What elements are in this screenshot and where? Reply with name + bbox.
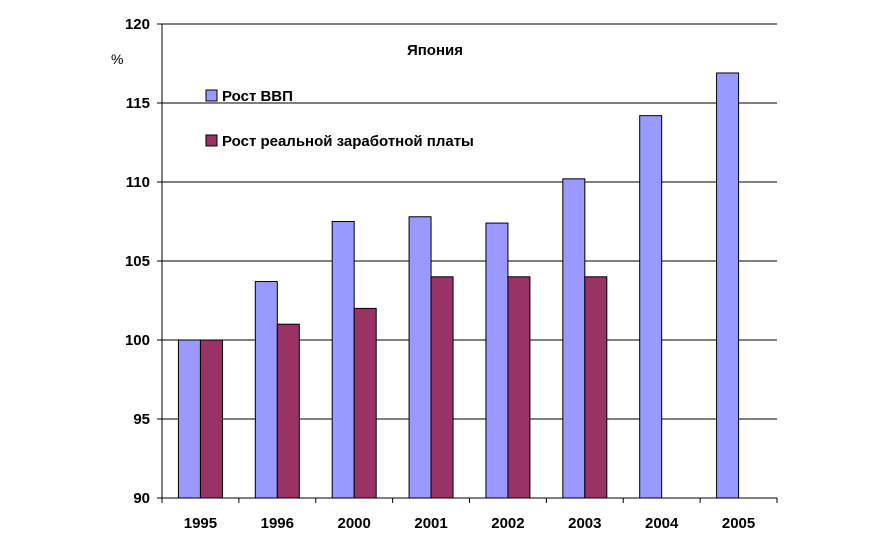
y-tick-label: 120 xyxy=(125,16,150,33)
bars xyxy=(177,72,740,499)
bar-gdp-1996 xyxy=(254,281,278,499)
bar-wages-1996 xyxy=(276,323,300,499)
legend-label-wages: Рост реальной заработной платы xyxy=(222,133,474,150)
x-tick-label: 2000 xyxy=(338,515,371,532)
chart-title: Япония xyxy=(407,42,463,59)
bar-wages-2002 xyxy=(507,276,531,499)
legend-label-gdp: Рост ВВП xyxy=(222,88,293,105)
y-axis-unit-label: % xyxy=(111,51,123,67)
bar-gdp-2000 xyxy=(331,221,355,499)
bar-wages-2003 xyxy=(584,276,608,499)
y-tick-label: 110 xyxy=(126,174,150,191)
y-tick-label: 95 xyxy=(133,411,150,428)
x-tick-label: 2004 xyxy=(645,515,679,532)
x-tick-label: 1995 xyxy=(184,515,217,532)
x-tick-label: 2002 xyxy=(491,515,524,532)
x-tick-label: 1996 xyxy=(261,515,294,532)
bar-gdp-2001 xyxy=(408,216,432,499)
y-tick-label: 115 xyxy=(126,95,150,112)
bar-gdp-2002 xyxy=(485,222,509,499)
y-tick-label: 100 xyxy=(125,332,150,349)
x-tick-labels: 1995 1996 2000 2001 2002 2003 2004 2005 xyxy=(184,515,756,532)
y-tick-labels: 90 95 100 105 110 115 120 xyxy=(125,16,150,507)
bar-wages-1995 xyxy=(199,339,223,499)
y-tick-label: 90 xyxy=(133,490,150,507)
axes xyxy=(157,23,778,503)
bar-gdp-2005 xyxy=(716,72,740,499)
bar-wages-2001 xyxy=(430,276,454,499)
y-tick-label: 105 xyxy=(125,253,150,270)
x-tick-label: 2005 xyxy=(722,515,755,532)
bar-gdp-1995 xyxy=(177,339,201,499)
x-tick-label: 2001 xyxy=(414,515,447,532)
bar-gdp-2004 xyxy=(639,115,663,499)
bar-wages-2000 xyxy=(353,307,377,499)
legend: Рост ВВП Рост реальной заработной платы xyxy=(205,88,474,150)
bar-gdp-2003 xyxy=(562,178,586,499)
legend-swatch-wages xyxy=(205,134,218,147)
legend-swatch-gdp xyxy=(205,89,218,102)
gridlines xyxy=(162,23,777,420)
x-tick-label: 2003 xyxy=(568,515,601,532)
